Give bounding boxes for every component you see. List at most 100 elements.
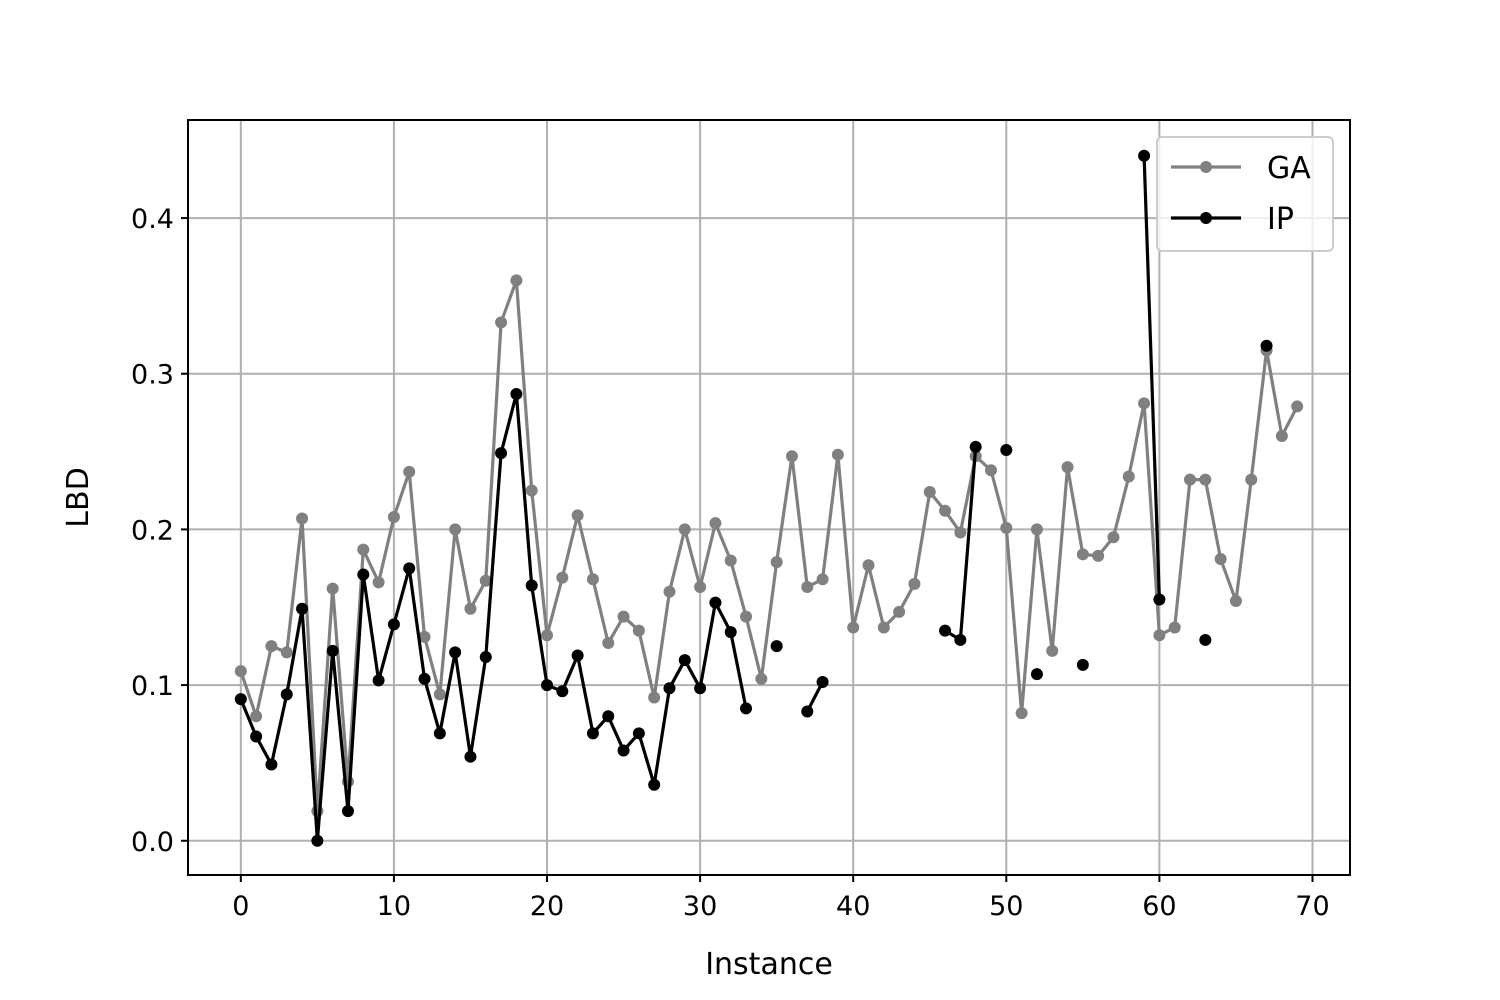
data-point-ip	[954, 633, 967, 646]
data-point-ga	[418, 630, 431, 643]
data-point-ga	[617, 610, 630, 623]
data-point-ip	[510, 387, 523, 400]
series-line-ip	[239, 392, 748, 843]
data-point-ga	[1229, 595, 1242, 608]
data-point-ga	[1046, 644, 1059, 657]
data-point-ga	[770, 556, 783, 569]
data-point-ip	[617, 744, 630, 757]
x-axis-label: Instance	[705, 947, 833, 982]
data-point-ga	[464, 602, 477, 615]
data-point-ga	[265, 640, 278, 653]
data-point-ga	[984, 464, 997, 477]
data-point-ga	[1199, 473, 1212, 486]
data-point-ga	[724, 554, 737, 567]
x-tick-label: 70	[1295, 891, 1329, 922]
x-tick-label: 50	[989, 891, 1023, 922]
data-point-ip	[969, 440, 982, 453]
data-point-ga	[663, 585, 676, 598]
y-axis-ticks: 0.0 0.1 0.2 0.3 0.4	[131, 204, 188, 858]
legend: GA IP	[1156, 136, 1334, 252]
data-point-ga	[877, 621, 890, 634]
x-tick-label: 40	[836, 891, 870, 922]
data-point-ga	[1107, 531, 1120, 544]
data-point-ip	[280, 688, 293, 701]
data-point-ip	[250, 730, 263, 743]
data-point-ip	[1199, 633, 1212, 646]
data-point-ga	[831, 448, 844, 461]
data-point-ip	[326, 644, 339, 657]
data-point-ga	[571, 509, 584, 522]
series-ip	[234, 149, 1273, 847]
data-point-ga	[234, 665, 247, 678]
data-point-ga	[709, 517, 722, 530]
data-point-ga	[1153, 629, 1166, 642]
data-point-ga	[1245, 473, 1258, 486]
y-axis-label: LBD	[61, 467, 96, 527]
series-line-ga	[239, 278, 1299, 813]
data-point-ga	[495, 316, 508, 329]
data-point-ga	[939, 504, 952, 517]
data-point-ip	[357, 568, 370, 581]
data-point-ga	[694, 581, 707, 594]
data-point-ip	[602, 710, 615, 723]
legend-marker-ga	[1200, 161, 1212, 173]
data-point-ip	[479, 651, 492, 664]
data-point-ga	[893, 605, 906, 618]
data-point-ga	[1076, 548, 1089, 561]
data-point-ga	[296, 512, 309, 525]
data-point-ip	[556, 685, 569, 698]
data-point-ip	[1138, 149, 1151, 162]
data-point-ga	[1122, 470, 1135, 483]
data-point-ga	[678, 523, 691, 536]
data-point-ip	[311, 834, 324, 847]
y-tick-label: 0.2	[131, 515, 174, 546]
data-point-ip	[464, 750, 477, 763]
data-point-ip	[586, 727, 599, 740]
data-point-ga	[403, 465, 416, 478]
y-tick-label: 0.3	[131, 360, 174, 391]
data-point-ga	[632, 624, 645, 637]
data-point-ip	[939, 624, 952, 637]
data-point-ip	[1260, 339, 1273, 352]
data-point-ga	[816, 573, 829, 586]
data-point-ip	[1000, 444, 1013, 457]
data-point-ip	[740, 702, 753, 715]
data-point-ga	[357, 543, 370, 556]
x-tick-label: 0	[232, 891, 249, 922]
data-point-ip	[678, 654, 691, 667]
data-point-ga	[541, 629, 554, 642]
data-point-ip	[816, 675, 829, 688]
data-point-ga	[372, 576, 385, 589]
data-point-ip	[265, 758, 278, 771]
data-point-ga	[556, 571, 569, 584]
legend-label-ga: GA	[1267, 151, 1311, 186]
legend-label-ip: IP	[1267, 202, 1294, 237]
data-point-ga	[1291, 400, 1304, 413]
data-point-ip	[1030, 668, 1043, 681]
data-point-ga	[923, 486, 936, 499]
data-point-ga	[755, 672, 768, 685]
data-point-ga	[908, 577, 921, 590]
data-point-ip	[234, 693, 247, 706]
data-point-ip	[495, 447, 508, 460]
data-point-ga	[740, 610, 753, 623]
series-line-ip	[1142, 155, 1161, 600]
data-point-ga	[433, 688, 446, 701]
data-point-ip	[296, 602, 309, 615]
data-point-ip	[1076, 658, 1089, 671]
legend-marker-ip	[1200, 212, 1212, 224]
data-point-ip	[403, 562, 416, 575]
data-point-ga	[586, 573, 599, 586]
data-point-ip	[709, 596, 722, 609]
x-tick-label: 30	[683, 891, 717, 922]
data-point-ip	[341, 805, 354, 818]
y-tick-label: 0.1	[131, 671, 174, 702]
data-point-ga	[387, 510, 400, 523]
data-point-ga	[1030, 523, 1043, 536]
data-point-ga	[1000, 521, 1013, 534]
data-point-ip	[724, 626, 737, 639]
data-point-ga	[525, 484, 538, 497]
y-tick-label: 0.4	[131, 204, 174, 235]
data-point-ga	[326, 582, 339, 595]
data-point-ip	[571, 649, 584, 662]
